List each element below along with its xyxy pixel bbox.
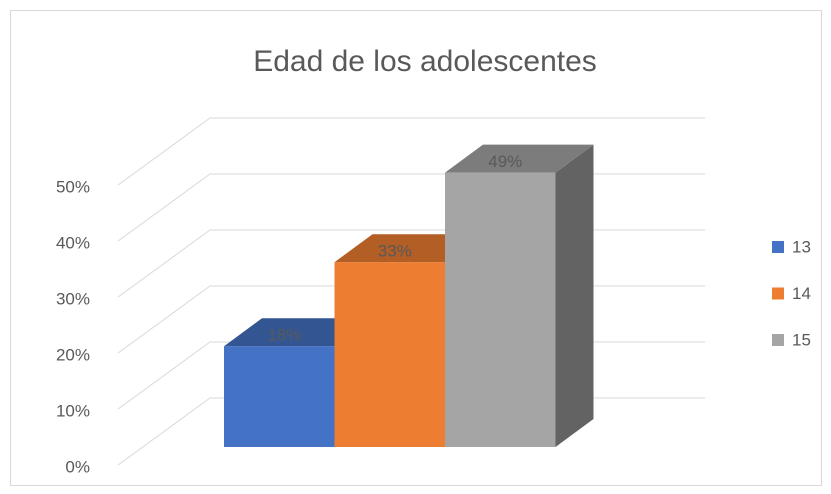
bar <box>334 262 445 447</box>
legend-label: 14 <box>792 284 811 303</box>
data-label: 49% <box>488 152 522 171</box>
legend-swatch <box>772 241 784 253</box>
grid-line <box>117 117 705 186</box>
y-tick-label: 50% <box>56 177 90 196</box>
y-tick-label: 0% <box>65 457 90 476</box>
y-tick-label: 30% <box>56 289 90 308</box>
data-label: 33% <box>378 242 412 261</box>
bar <box>445 172 556 447</box>
legend-swatch <box>772 334 784 346</box>
legend-label: 13 <box>792 237 811 256</box>
y-tick-label: 10% <box>56 401 90 420</box>
legend-swatch <box>772 287 784 300</box>
y-tick-label: 40% <box>56 233 90 252</box>
bar-side <box>555 144 594 447</box>
y-tick-label: 20% <box>56 345 90 364</box>
legend-label: 15 <box>792 330 811 349</box>
bar <box>224 346 335 447</box>
data-label: 18% <box>267 326 301 345</box>
bar-top <box>445 144 594 173</box>
chart-title: Edad de los adolescentes <box>253 45 597 78</box>
